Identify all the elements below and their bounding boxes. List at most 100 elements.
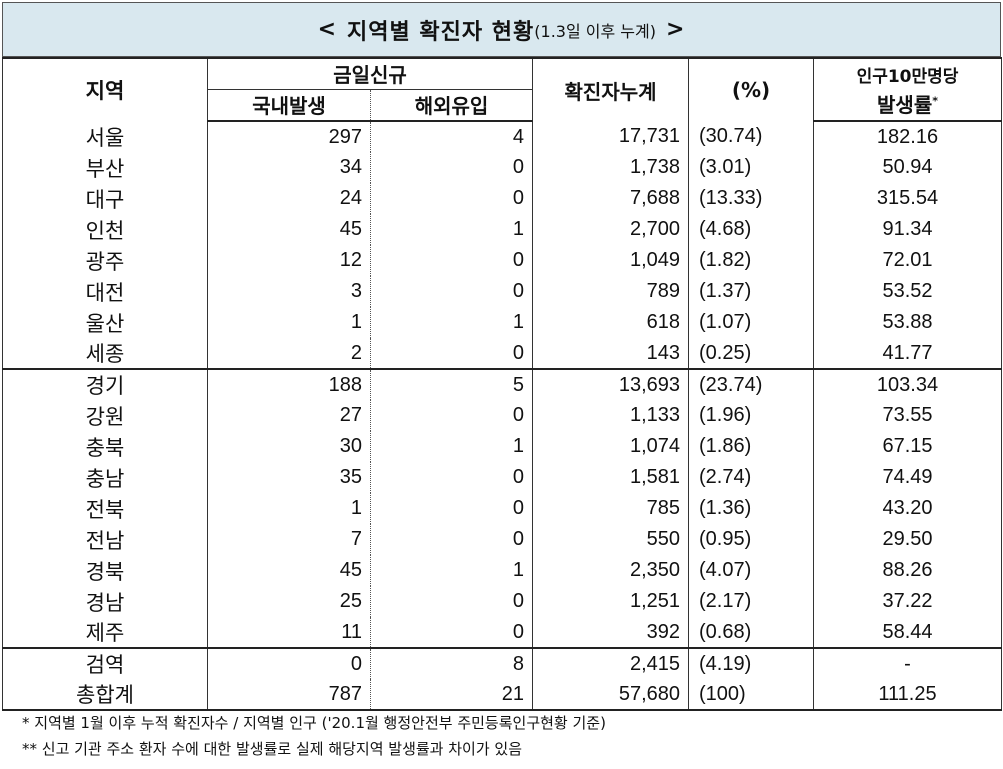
cell-cumulative: 13,693	[532, 368, 690, 400]
cell-cumulative: 1,049	[532, 245, 690, 276]
cell-region: 경남	[2, 586, 208, 617]
cell-domestic: 11	[207, 617, 371, 648]
cell-rate: 91.34	[813, 214, 1003, 245]
title-prefix: <	[317, 17, 338, 42]
cell-region: 충북	[2, 431, 208, 462]
table-row: 세종 2 0 143 (0.25) 41.77	[2, 338, 1003, 369]
cell-cumulative: 17,731	[532, 121, 690, 152]
cell-rate: 103.34	[813, 368, 1003, 400]
cell-rate: 67.15	[813, 431, 1003, 462]
cell-cumulative: 1,074	[532, 431, 690, 462]
table-row: 전북 1 0 785 (1.36) 43.20	[2, 493, 1003, 524]
header-percent: (%)	[688, 57, 815, 121]
cell-domestic: 34	[207, 152, 371, 183]
table-body: 서울 297 4 17,731 (30.74) 182.16 부산 34 0 1,738 (3.01…	[2, 121, 1003, 711]
cell-domestic: 24	[207, 183, 371, 214]
table-row: 경남 25 0 1,251 (2.17) 37.22	[2, 586, 1003, 617]
cell-domestic: 787	[207, 679, 371, 711]
table-row: 광주 12 0 1,049 (1.82) 72.01	[2, 245, 1003, 276]
cell-overseas: 1	[369, 214, 534, 245]
cell-domestic: 45	[207, 214, 371, 245]
cell-percent: (0.68)	[688, 617, 815, 648]
cell-region: 울산	[2, 307, 208, 338]
cell-overseas: 21	[369, 679, 534, 711]
cell-cumulative: 789	[532, 276, 690, 307]
cell-overseas: 0	[369, 524, 534, 555]
table-row: 충북 30 1 1,074 (1.86) 67.15	[2, 431, 1003, 462]
cell-rate: -	[813, 647, 1003, 679]
cell-cumulative: 57,680	[532, 679, 690, 711]
cell-overseas: 1	[369, 307, 534, 338]
cell-rate: 50.94	[813, 152, 1003, 183]
cell-region: 부산	[2, 152, 208, 183]
cell-cumulative: 392	[532, 617, 690, 648]
footnotes: * 지역별 1월 이후 누적 확진자수 / 지역별 인구 ('20.1월 행정안…	[22, 710, 606, 762]
cell-rate: 88.26	[813, 555, 1003, 586]
cell-rate: 41.77	[813, 338, 1003, 369]
cell-region: 경기	[2, 368, 208, 400]
cell-domestic: 1	[207, 307, 371, 338]
cell-cumulative: 785	[532, 493, 690, 524]
cell-overseas: 0	[369, 183, 534, 214]
table-title: < 지역별 확진자 현황 (1.3일 이후 누계) >	[2, 2, 1001, 57]
table-row: 총합계 787 21 57,680 (100) 111.25	[2, 679, 1003, 711]
cell-region: 검역	[2, 647, 208, 679]
header-rate-footnote-mark: *	[932, 94, 938, 108]
cell-percent: (1.86)	[688, 431, 815, 462]
cell-domestic: 188	[207, 368, 371, 400]
cell-domestic: 30	[207, 431, 371, 462]
cell-region: 강원	[2, 400, 208, 431]
regional-cases-table: 지역 금일신규 확진자누계 (%) 인구10만명당 국내발생 해외유입 발생률*…	[2, 57, 1003, 711]
table-row: 울산 1 1 618 (1.07) 53.88	[2, 307, 1003, 338]
table-row: 검역 0 8 2,415 (4.19) -	[2, 647, 1003, 679]
cell-region: 인천	[2, 214, 208, 245]
cell-domestic: 7	[207, 524, 371, 555]
cell-overseas: 5	[369, 368, 534, 400]
title-suffix: >	[665, 17, 686, 42]
cell-rate: 74.49	[813, 462, 1003, 493]
cell-region: 충남	[2, 462, 208, 493]
title-subtitle: (1.3일 이후 누계)	[534, 21, 656, 41]
cell-rate: 43.20	[813, 493, 1003, 524]
cell-percent: (1.07)	[688, 307, 815, 338]
cell-cumulative: 2,415	[532, 647, 690, 679]
cell-cumulative: 550	[532, 524, 690, 555]
cell-percent: (1.37)	[688, 276, 815, 307]
cell-region: 경북	[2, 555, 208, 586]
cell-percent: (3.01)	[688, 152, 815, 183]
cell-domestic: 35	[207, 462, 371, 493]
cell-percent: (2.74)	[688, 462, 815, 493]
cell-overseas: 0	[369, 462, 534, 493]
table-row: 경기 188 5 13,693 (23.74) 103.34	[2, 368, 1003, 400]
cell-rate: 58.44	[813, 617, 1003, 648]
cell-percent: (100)	[688, 679, 815, 711]
cell-overseas: 0	[369, 338, 534, 369]
header-overseas: 해외유입	[369, 88, 534, 122]
cell-domestic: 297	[207, 121, 371, 152]
table-row: 경북 45 1 2,350 (4.07) 88.26	[2, 555, 1003, 586]
cell-cumulative: 7,688	[532, 183, 690, 214]
cell-domestic: 1	[207, 493, 371, 524]
cell-percent: (2.17)	[688, 586, 815, 617]
table-row: 대전 3 0 789 (1.37) 53.52	[2, 276, 1003, 307]
cell-rate: 53.52	[813, 276, 1003, 307]
cell-domestic: 2	[207, 338, 371, 369]
cell-domestic: 0	[207, 647, 371, 679]
cell-domestic: 25	[207, 586, 371, 617]
table-row: 제주 11 0 392 (0.68) 58.44	[2, 617, 1003, 648]
cell-domestic: 45	[207, 555, 371, 586]
cell-overseas: 1	[369, 431, 534, 462]
cell-cumulative: 1,581	[532, 462, 690, 493]
cell-overseas: 0	[369, 245, 534, 276]
cell-percent: (1.82)	[688, 245, 815, 276]
cell-region: 제주	[2, 617, 208, 648]
cell-percent: (1.96)	[688, 400, 815, 431]
cell-rate: 53.88	[813, 307, 1003, 338]
cell-region: 서울	[2, 121, 208, 152]
cell-rate: 182.16	[813, 121, 1003, 152]
table-row: 서울 297 4 17,731 (30.74) 182.16	[2, 121, 1003, 152]
cell-region: 광주	[2, 245, 208, 276]
header-region: 지역	[2, 57, 208, 121]
cell-percent: (0.95)	[688, 524, 815, 555]
header-rate-line1: 인구10만명당	[813, 57, 1003, 89]
